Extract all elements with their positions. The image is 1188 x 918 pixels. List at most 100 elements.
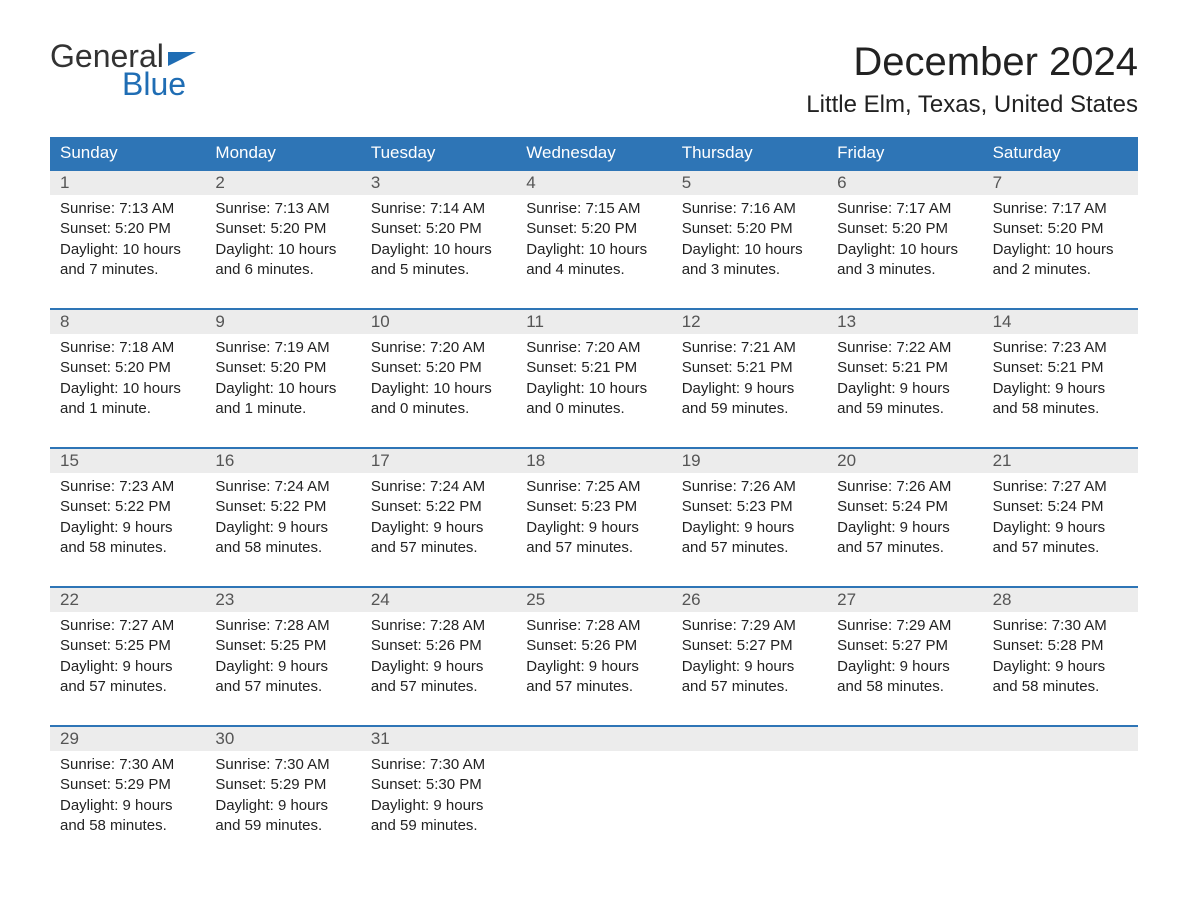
day-cell: Sunrise: 7:20 AMSunset: 5:20 PMDaylight:… — [361, 334, 516, 429]
logo-word2: Blue — [122, 68, 196, 100]
sunrise-line: Sunrise: 7:13 AM — [60, 199, 195, 219]
day-header-thu: Thursday — [672, 137, 827, 169]
daylight-line1: Daylight: 9 hours — [60, 796, 195, 816]
date-number: 9 — [205, 310, 360, 334]
sunset-line: Sunset: 5:23 PM — [526, 497, 661, 517]
daylight-line2: and 58 minutes. — [993, 399, 1128, 419]
sunrise-line: Sunrise: 7:30 AM — [371, 755, 506, 775]
daylight-line2: and 58 minutes. — [993, 677, 1128, 697]
sunset-line: Sunset: 5:26 PM — [526, 636, 661, 656]
date-number: 27 — [827, 588, 982, 612]
day-cell: Sunrise: 7:26 AMSunset: 5:24 PMDaylight:… — [827, 473, 982, 568]
day-header-sat: Saturday — [983, 137, 1138, 169]
sunrise-line: Sunrise: 7:26 AM — [682, 477, 817, 497]
date-number: 8 — [50, 310, 205, 334]
daylight-line1: Daylight: 10 hours — [526, 240, 661, 260]
sunset-line: Sunset: 5:29 PM — [215, 775, 350, 795]
week-row: 15161718192021Sunrise: 7:23 AMSunset: 5:… — [50, 447, 1138, 568]
date-number: 14 — [983, 310, 1138, 334]
day-header-row: Sunday Monday Tuesday Wednesday Thursday… — [50, 137, 1138, 169]
date-number: 6 — [827, 171, 982, 195]
daylight-line1: Daylight: 9 hours — [682, 518, 817, 538]
daylight-line2: and 0 minutes. — [526, 399, 661, 419]
sunset-line: Sunset: 5:20 PM — [837, 219, 972, 239]
day-cell: Sunrise: 7:15 AMSunset: 5:20 PMDaylight:… — [516, 195, 671, 290]
daylight-line2: and 7 minutes. — [60, 260, 195, 280]
daylight-line1: Daylight: 9 hours — [371, 796, 506, 816]
sunrise-line: Sunrise: 7:13 AM — [215, 199, 350, 219]
daylight-line1: Daylight: 9 hours — [215, 518, 350, 538]
day-cell: Sunrise: 7:17 AMSunset: 5:20 PMDaylight:… — [983, 195, 1138, 290]
daylight-line1: Daylight: 9 hours — [682, 657, 817, 677]
date-number: 7 — [983, 171, 1138, 195]
daylight-line2: and 57 minutes. — [526, 677, 661, 697]
sunset-line: Sunset: 5:20 PM — [60, 219, 195, 239]
date-number — [983, 727, 1138, 751]
daylight-line2: and 0 minutes. — [371, 399, 506, 419]
day-cell: Sunrise: 7:24 AMSunset: 5:22 PMDaylight:… — [361, 473, 516, 568]
sunrise-line: Sunrise: 7:29 AM — [682, 616, 817, 636]
logo-flag-icon — [168, 52, 196, 66]
day-cell: Sunrise: 7:27 AMSunset: 5:24 PMDaylight:… — [983, 473, 1138, 568]
day-cell: Sunrise: 7:30 AMSunset: 5:29 PMDaylight:… — [50, 751, 205, 846]
daylight-line2: and 58 minutes. — [60, 538, 195, 558]
date-number: 18 — [516, 449, 671, 473]
daylight-line1: Daylight: 10 hours — [993, 240, 1128, 260]
day-cell — [672, 751, 827, 846]
daylight-line1: Daylight: 9 hours — [371, 657, 506, 677]
daylight-line2: and 1 minute. — [60, 399, 195, 419]
daylight-line1: Daylight: 10 hours — [682, 240, 817, 260]
daylight-line2: and 57 minutes. — [60, 677, 195, 697]
date-number: 31 — [361, 727, 516, 751]
date-number: 25 — [516, 588, 671, 612]
daylight-line2: and 58 minutes. — [60, 816, 195, 836]
sunrise-line: Sunrise: 7:27 AM — [60, 616, 195, 636]
daylight-line2: and 57 minutes. — [371, 538, 506, 558]
date-number: 2 — [205, 171, 360, 195]
date-number: 28 — [983, 588, 1138, 612]
sunrise-line: Sunrise: 7:29 AM — [837, 616, 972, 636]
day-cell: Sunrise: 7:17 AMSunset: 5:20 PMDaylight:… — [827, 195, 982, 290]
sunset-line: Sunset: 5:21 PM — [526, 358, 661, 378]
daylight-line2: and 59 minutes. — [215, 816, 350, 836]
title-block: December 2024 Little Elm, Texas, United … — [806, 40, 1138, 119]
sunset-line: Sunset: 5:20 PM — [215, 219, 350, 239]
day-cell: Sunrise: 7:24 AMSunset: 5:22 PMDaylight:… — [205, 473, 360, 568]
day-cell: Sunrise: 7:25 AMSunset: 5:23 PMDaylight:… — [516, 473, 671, 568]
day-cell: Sunrise: 7:28 AMSunset: 5:26 PMDaylight:… — [516, 612, 671, 707]
day-cell: Sunrise: 7:14 AMSunset: 5:20 PMDaylight:… — [361, 195, 516, 290]
sunset-line: Sunset: 5:22 PM — [215, 497, 350, 517]
sunrise-line: Sunrise: 7:28 AM — [371, 616, 506, 636]
daylight-line2: and 57 minutes. — [526, 538, 661, 558]
daylight-line2: and 3 minutes. — [837, 260, 972, 280]
sunset-line: Sunset: 5:22 PM — [60, 497, 195, 517]
sunrise-line: Sunrise: 7:17 AM — [993, 199, 1128, 219]
day-cell: Sunrise: 7:16 AMSunset: 5:20 PMDaylight:… — [672, 195, 827, 290]
daylight-line1: Daylight: 9 hours — [837, 657, 972, 677]
date-number: 3 — [361, 171, 516, 195]
daylight-line1: Daylight: 9 hours — [215, 657, 350, 677]
sunrise-line: Sunrise: 7:14 AM — [371, 199, 506, 219]
date-number — [516, 727, 671, 751]
sunset-line: Sunset: 5:21 PM — [993, 358, 1128, 378]
day-cell — [983, 751, 1138, 846]
date-number-row: 15161718192021 — [50, 449, 1138, 473]
daylight-line1: Daylight: 9 hours — [682, 379, 817, 399]
sunrise-line: Sunrise: 7:18 AM — [60, 338, 195, 358]
date-number — [672, 727, 827, 751]
daylight-line1: Daylight: 10 hours — [60, 240, 195, 260]
sunrise-line: Sunrise: 7:22 AM — [837, 338, 972, 358]
sunrise-line: Sunrise: 7:23 AM — [993, 338, 1128, 358]
sunset-line: Sunset: 5:24 PM — [993, 497, 1128, 517]
daylight-line2: and 4 minutes. — [526, 260, 661, 280]
date-number: 4 — [516, 171, 671, 195]
day-cell: Sunrise: 7:13 AMSunset: 5:20 PMDaylight:… — [205, 195, 360, 290]
sunrise-line: Sunrise: 7:16 AM — [682, 199, 817, 219]
day-cell: Sunrise: 7:30 AMSunset: 5:28 PMDaylight:… — [983, 612, 1138, 707]
day-cell: Sunrise: 7:29 AMSunset: 5:27 PMDaylight:… — [672, 612, 827, 707]
sunset-line: Sunset: 5:23 PM — [682, 497, 817, 517]
daylight-line2: and 6 minutes. — [215, 260, 350, 280]
date-number: 30 — [205, 727, 360, 751]
daylight-line1: Daylight: 10 hours — [60, 379, 195, 399]
date-number: 24 — [361, 588, 516, 612]
